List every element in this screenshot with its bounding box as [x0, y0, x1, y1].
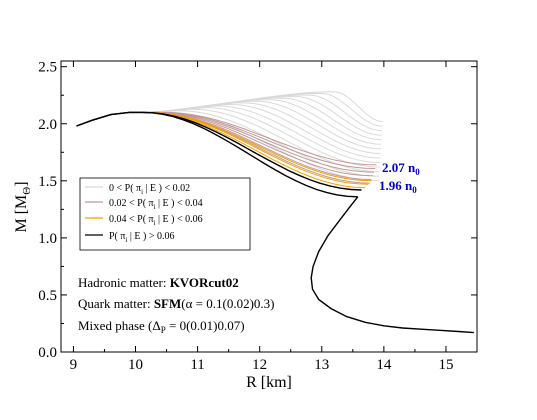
legend-label-4: P( πi | E ) > 0.06 [109, 231, 175, 244]
legend-label-1: 0 < P( πi | E ) < 0.02 [109, 183, 190, 196]
y-tick-label-5: 2.5 [38, 60, 57, 76]
legend-item-1: 0 < P( πi | E ) < 0.02 [85, 183, 190, 196]
ticks-group: 9 10 11 12 13 14 15 0.0 0.5 1.0 1.5 2.0 2.5 [38, 60, 477, 373]
curves-group [76, 91, 474, 334]
x-axis-label: R [km] [246, 374, 292, 391]
x-tick-label-14: 14 [376, 357, 392, 373]
x-tick-label-9: 9 [70, 357, 78, 373]
legend-item-2: 0.02 < P( πi | E ) < 0.04 [85, 198, 203, 211]
density-label-lower: 1.96 n0 [379, 178, 417, 195]
legend-label-2: 0.02 < P( πi | E ) < 0.04 [109, 198, 203, 211]
x-tick-label-11: 11 [190, 357, 204, 373]
mixed-phase-annotation: Mixed phase (ΔP = 0(0.01)0.07) [78, 318, 245, 335]
x-tick-label-10: 10 [128, 357, 143, 373]
hybrid-curve-family-4-2 [76, 111, 362, 191]
y-tick-label-2: 1.0 [38, 231, 57, 247]
x-tick-label-12: 12 [252, 357, 267, 373]
hybrid-curve-family-1-14 [76, 91, 383, 127]
quark-matter-annotation: Quark matter: SFM(α = 0.1(0.02)0.3) [78, 296, 274, 311]
y-tick-label-0: 0.0 [38, 345, 57, 361]
y-axis-label: M [MΘ] [13, 181, 33, 232]
x-tick-label-13: 13 [314, 357, 329, 373]
legend-item-4: P( πi | E ) > 0.06 [85, 231, 175, 244]
x-tick-label-15: 15 [438, 357, 453, 373]
density-label-upper: 2.07 n0 [382, 160, 420, 177]
legend-item-3: 0.04 < P( πi | E ) < 0.06 [85, 214, 203, 227]
legend-box [79, 177, 251, 251]
y-tick-label-3: 1.5 [38, 174, 57, 190]
y-tick-label-1: 0.5 [38, 288, 57, 304]
hadronic-matter-annotation: Hadronic matter: KVORcut02 [78, 275, 239, 290]
legend: 0 < P( πi | E ) < 0.02 0.02 < P( πi | E … [79, 177, 251, 251]
hadronic-branch-curve [310, 196, 474, 334]
y-tick-label-4: 2.0 [38, 117, 57, 133]
legend-label-3: 0.04 < P( πi | E ) < 0.06 [109, 214, 203, 227]
